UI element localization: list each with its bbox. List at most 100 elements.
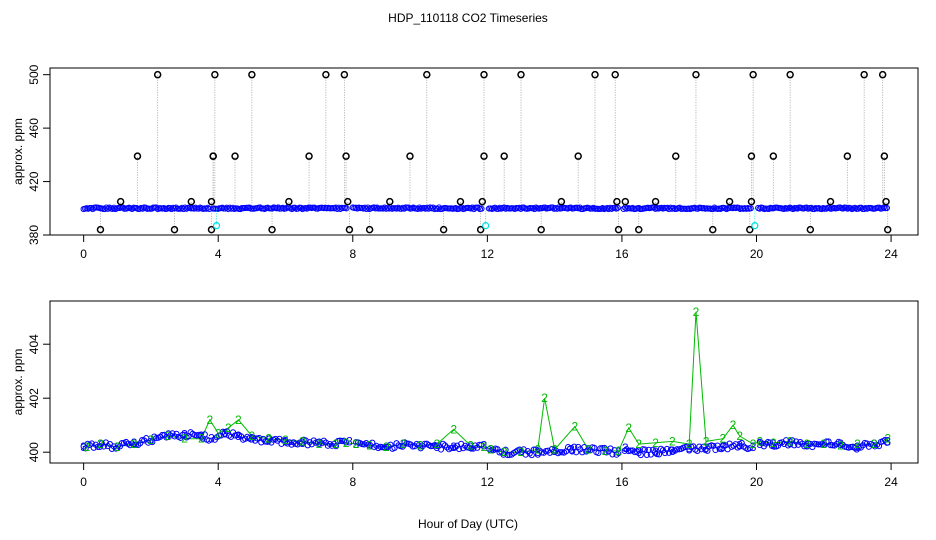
series-3-label: 3 [265,433,272,447]
baseline-point [555,204,562,211]
spike-point [749,70,757,79]
spike-point [786,70,794,79]
x-tick-label: 4 [215,247,222,261]
baseline-point [119,204,127,211]
series-2-label: 2 [84,440,91,454]
chart-title: HDP_110118 CO2 Timeseries [388,11,548,25]
series-3-label: 3 [820,437,827,451]
spike-point [709,225,717,234]
series-3-point [807,440,814,448]
baseline-point [269,205,276,212]
series-3-label: 3 [703,441,710,455]
series-2-label: 2 [884,432,891,446]
series-2-label: 2 [730,418,737,432]
baseline-point [178,204,186,212]
series-3-point [94,443,101,450]
series-3-point [883,439,891,446]
series-3-point [205,437,212,444]
baseline-point [694,205,701,212]
spike-point [557,197,566,206]
x-tick-label: 16 [615,475,629,489]
baseline-point [501,204,508,211]
spike-point [725,197,734,206]
series-2-label: 2 [571,420,578,434]
spike-point [883,225,892,234]
baseline-point [109,205,116,212]
series-3-point [98,440,105,447]
spike-point [345,225,354,234]
series-3-point [464,444,471,451]
spike-point [635,225,643,234]
series-3-point [338,437,346,445]
baseline-point [709,205,717,213]
series-2-label: 2 [669,434,676,448]
series-2-label: 2 [551,443,558,457]
y-tick-label: 420 [27,171,41,191]
baseline-point [883,204,890,212]
series-3-point [219,428,227,435]
spike-point [211,70,219,79]
baseline-point [88,204,95,212]
series-3-point [770,443,778,450]
spike-point [268,225,276,234]
baseline-point [629,204,636,212]
baseline-point [414,205,421,213]
spike-point [574,152,582,160]
baseline-point [531,205,538,213]
series-3-point [732,441,739,448]
spike-point [439,225,448,234]
series-2-label: 2 [787,434,794,448]
spike-point [96,225,105,234]
series-2-label: 2 [299,434,306,448]
series-3-point [320,437,327,444]
series-2-label: 2 [467,438,474,452]
y-tick-label: 400 [27,442,41,462]
series-3-point [528,451,535,459]
baseline-point [343,205,350,212]
cyan-point [212,222,221,230]
series-2-line [86,311,888,453]
series-2-label: 2 [333,437,340,451]
series-3-point [304,442,311,449]
spike-point [806,225,815,234]
series-3-point [556,449,564,456]
series-3-label: 3 [467,440,474,454]
series-2-label: 2 [534,443,541,457]
x-tick-label: 20 [750,475,764,489]
series-3-label: 3 [884,434,891,448]
series-3-label: 3 [131,436,138,450]
series-3-label: 3 [417,438,424,452]
series-2-label: 2 [383,440,390,454]
baseline-point [416,204,423,211]
series-3-point [90,444,97,451]
spike-point [747,152,756,160]
series-3-label: 3 [450,440,457,454]
series-3-point [714,442,721,449]
series-3-point [314,439,321,446]
spike-point [611,70,619,79]
spike-point [843,152,852,160]
series-2-label: 2 [854,437,861,451]
series-3-label: 3 [434,440,441,454]
series-2-label: 2 [686,437,693,451]
y-tick-label: 500 [27,64,41,84]
x-tick-label: 8 [349,247,356,261]
series-2-label: 2 [871,437,878,451]
series-2-label: 2 [518,445,525,459]
baseline-point [789,205,797,213]
plot-frame [49,300,919,464]
series-3-point [639,446,646,453]
baseline-point [435,204,443,211]
spike-point [207,225,216,234]
series-3-label: 3 [534,445,541,459]
spike-point [187,197,196,206]
spike-point [591,70,599,79]
series-3-label: 3 [736,438,743,452]
series-2-label: 2 [131,437,138,451]
baseline-point [469,204,476,211]
series-3-label: 3 [804,438,811,452]
x-tick-label: 16 [615,247,629,261]
series-3-label: 3 [148,433,155,447]
series-2-label: 2 [366,438,373,452]
baseline-point [291,204,299,211]
